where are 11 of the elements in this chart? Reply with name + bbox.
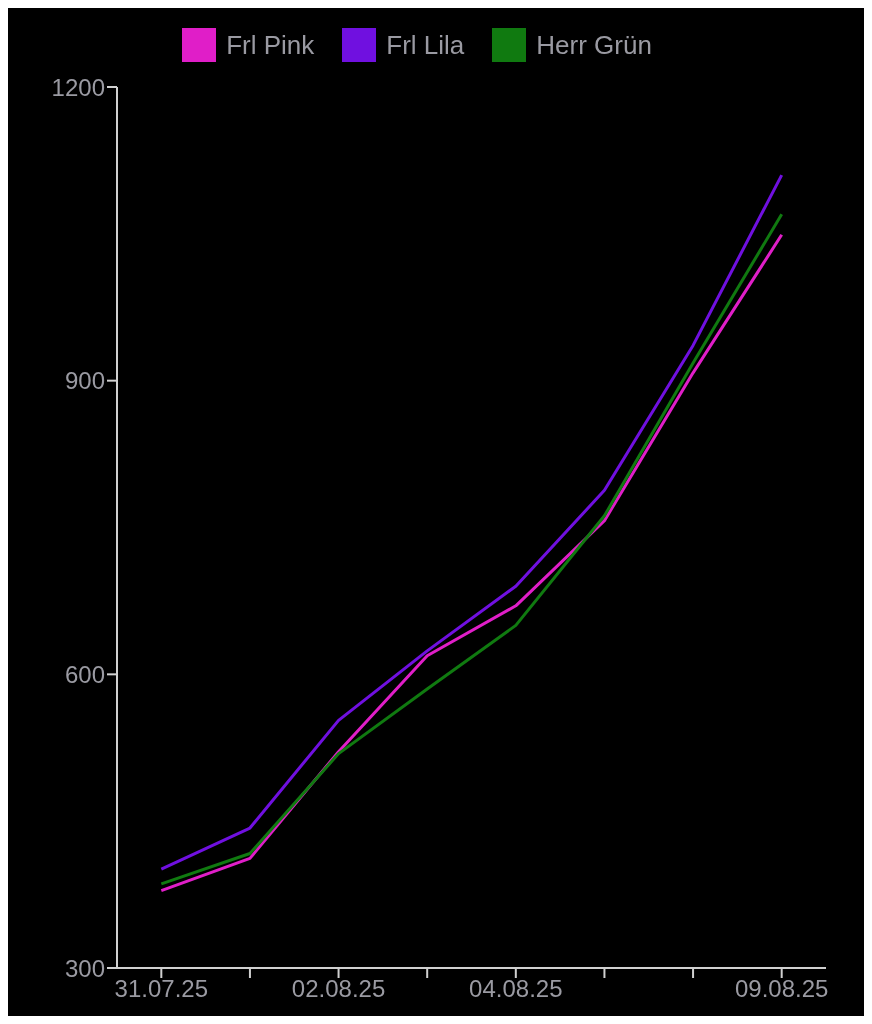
legend-label: Frl Pink	[226, 29, 315, 61]
legend-label: Frl Lila	[386, 29, 465, 61]
y-tick-label: 300	[64, 954, 105, 982]
x-tick-label: 31.07.25	[114, 975, 209, 1003]
legend-label: Herr Grün	[536, 29, 652, 61]
y-tick-label: 1200	[51, 73, 105, 101]
y-tick-label: 600	[64, 660, 105, 688]
x-tick-label: 04.08.25	[469, 975, 563, 1003]
x-tick-label: 09.08.25	[734, 975, 829, 1003]
x-tick-label: 02.08.25	[291, 975, 386, 1003]
y-tick-label: 900	[64, 367, 105, 395]
